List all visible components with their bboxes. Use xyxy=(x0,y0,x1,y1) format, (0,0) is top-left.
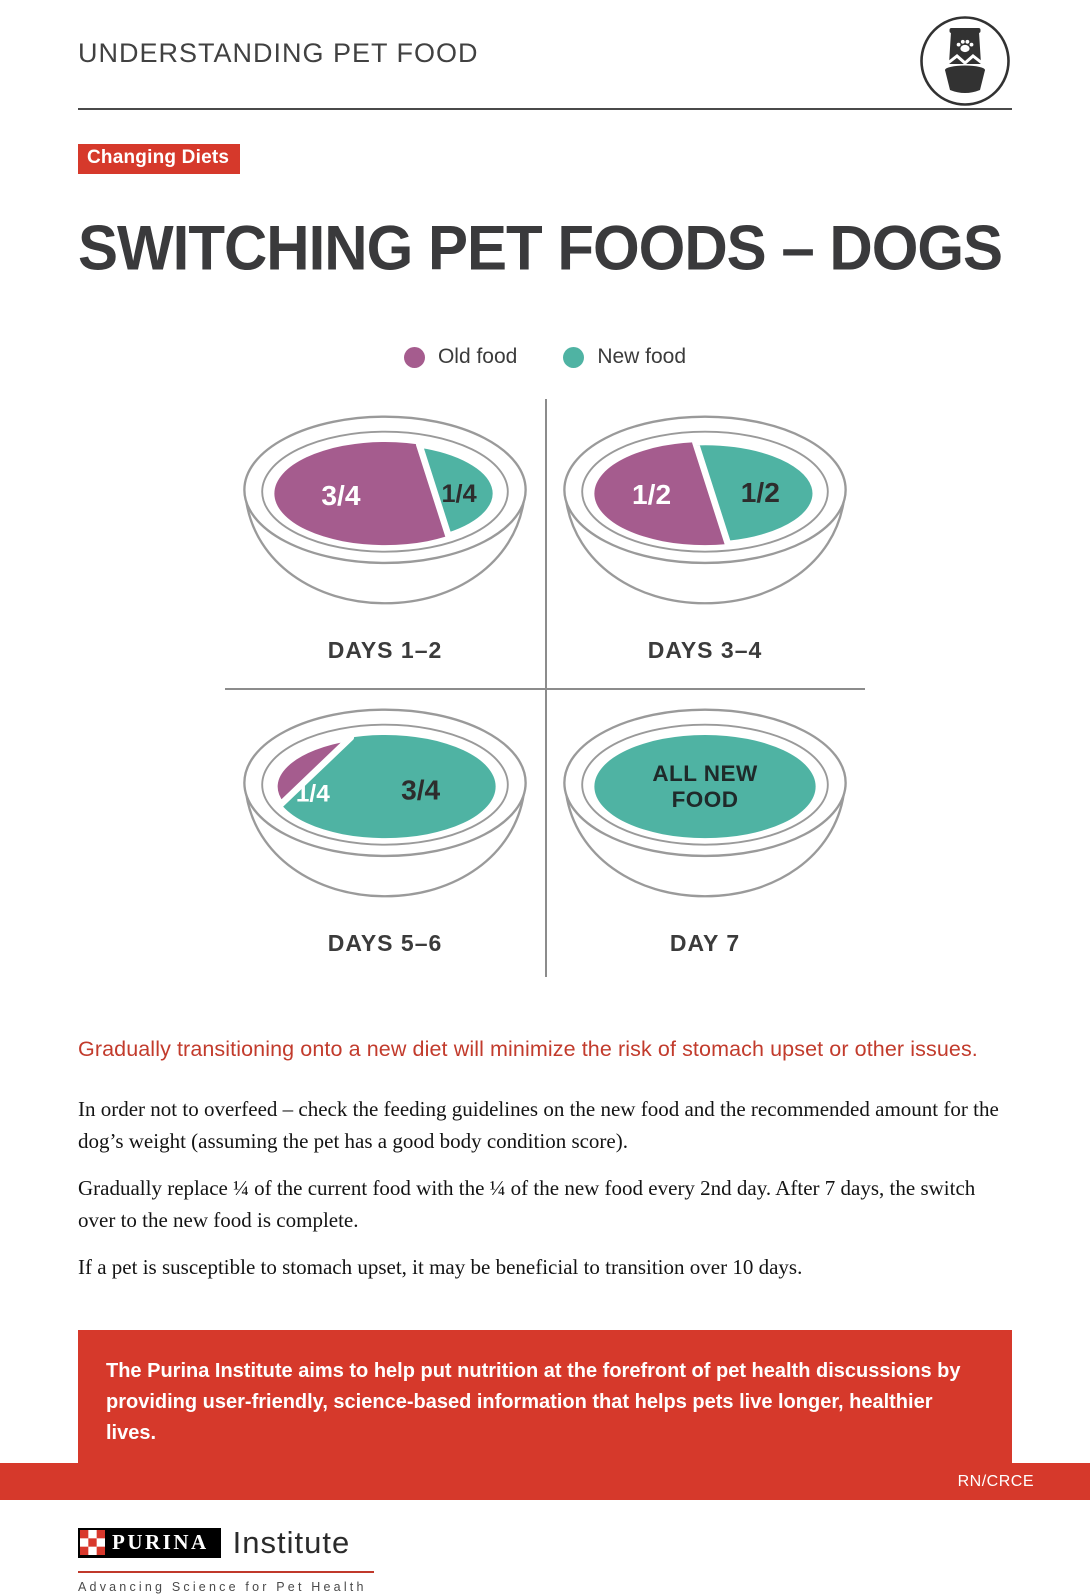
horizontal-divider xyxy=(225,688,865,690)
footer-bar: RN/CRCE xyxy=(0,1463,1090,1500)
dog-bowl-icon xyxy=(945,65,985,93)
document-series-title: UNDERSTANDING PET FOOD xyxy=(78,38,479,68)
portion-label-new: 3/4 xyxy=(401,775,440,806)
page-header: UNDERSTANDING PET FOOD xyxy=(78,0,1012,110)
bowl-days-3-4: 1/2 1/2 xyxy=(563,415,847,605)
bowl-caption: DAYS 3–4 xyxy=(647,637,763,663)
pet-food-icon xyxy=(920,16,1010,106)
legend-item-old-food: Old food xyxy=(403,345,518,369)
new-food-dot-icon xyxy=(563,346,585,368)
portion-label-new: 1/2 xyxy=(741,477,780,508)
portion-label-all-new-line1: ALL NEW xyxy=(652,761,758,786)
logo-row: PURINA Institute xyxy=(78,1525,1012,1561)
purina-wordmark-box: PURINA xyxy=(78,1527,221,1558)
bowl-caption: DAYS 1–2 xyxy=(327,637,443,663)
old-food-dot-icon xyxy=(403,346,425,368)
bowl-days-1-2: 3/4 1/4 xyxy=(243,415,527,605)
purina-institute-callout: The Purina Institute aims to help put nu… xyxy=(78,1329,1012,1475)
purina-checkerboard-icon xyxy=(80,1530,105,1556)
bag-crimp-icon xyxy=(949,28,981,33)
logo-tagline: Advancing Science for Pet Health xyxy=(78,1579,367,1594)
highlight-sentence: Gradually transitioning onto a new diet … xyxy=(78,1037,978,1061)
section-badge: Changing Diets xyxy=(78,144,241,174)
portion-label-all-new-line2: FOOD xyxy=(672,787,739,812)
bowl-caption: DAY 7 xyxy=(669,930,741,956)
bowl-days-5-6: 1/4 3/4 xyxy=(243,708,527,898)
institute-wordmark: Institute xyxy=(232,1524,351,1560)
old-food-portion xyxy=(271,734,355,808)
bowl-diagram-grid: 3/4 1/4 DAYS 1–2 1/2 1/2 DAYS 3–4 xyxy=(225,395,865,981)
bowl-cell-days-3-4: 1/2 1/2 DAYS 3–4 xyxy=(545,395,865,688)
new-food-portion xyxy=(594,735,816,839)
paragraph-stomach-upset: If a pet is susceptible to stomach upset… xyxy=(78,1254,803,1279)
bowl-cell-days-1-2: 3/4 1/4 DAYS 1–2 xyxy=(225,395,545,688)
purina-wordmark: PURINA xyxy=(112,1530,209,1555)
purina-institute-logo: PURINA Institute Advancing Science for P… xyxy=(78,1525,1012,1594)
portion-label-old: 3/4 xyxy=(321,480,360,511)
legend-item-new-food: New food xyxy=(563,345,686,369)
portion-label-old: 1/4 xyxy=(296,781,330,808)
bowl-day-7: ALL NEW FOOD xyxy=(563,708,847,898)
new-food-portion xyxy=(692,438,819,548)
paragraph-overfeed: In order not to overfeed – check the fee… xyxy=(78,1097,999,1153)
kibble-pour-icon xyxy=(947,54,983,65)
bowl-cell-day-7: ALL NEW FOOD DAY 7 xyxy=(545,688,865,981)
legend-label: New food xyxy=(597,345,687,368)
logo-underline xyxy=(78,1570,374,1573)
legend: Old food New food xyxy=(78,345,1012,369)
footer-code: RN/CRCE xyxy=(957,1472,1034,1490)
portion-label-new: 1/4 xyxy=(441,480,476,508)
portion-label-old: 1/2 xyxy=(632,479,671,510)
bowl-cell-days-5-6: 1/4 3/4 DAYS 5–6 xyxy=(225,688,545,981)
legend-label: Old food xyxy=(437,345,518,368)
paw-print-icon xyxy=(956,39,974,53)
body-copy: In order not to overfeed – check the fee… xyxy=(78,1094,1012,1284)
new-food-portion xyxy=(415,441,500,540)
paragraph-replace-quarter: Gradually replace ¼ of the current food … xyxy=(78,1175,976,1232)
bowl-caption: DAYS 5–6 xyxy=(327,930,443,956)
page-title: SWITCHING PET FOODS – DOGS xyxy=(78,213,1003,284)
